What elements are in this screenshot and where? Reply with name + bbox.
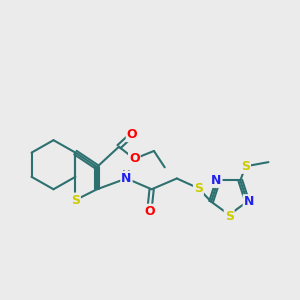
Text: S: S	[194, 182, 203, 195]
Text: S: S	[241, 160, 250, 173]
Text: O: O	[129, 152, 140, 165]
Text: O: O	[127, 128, 137, 141]
Text: S: S	[225, 210, 234, 223]
Text: N: N	[121, 172, 132, 185]
Text: O: O	[144, 205, 155, 218]
Text: H: H	[122, 169, 131, 179]
Text: N: N	[211, 174, 222, 187]
Text: N: N	[244, 195, 254, 208]
Text: S: S	[71, 194, 80, 207]
